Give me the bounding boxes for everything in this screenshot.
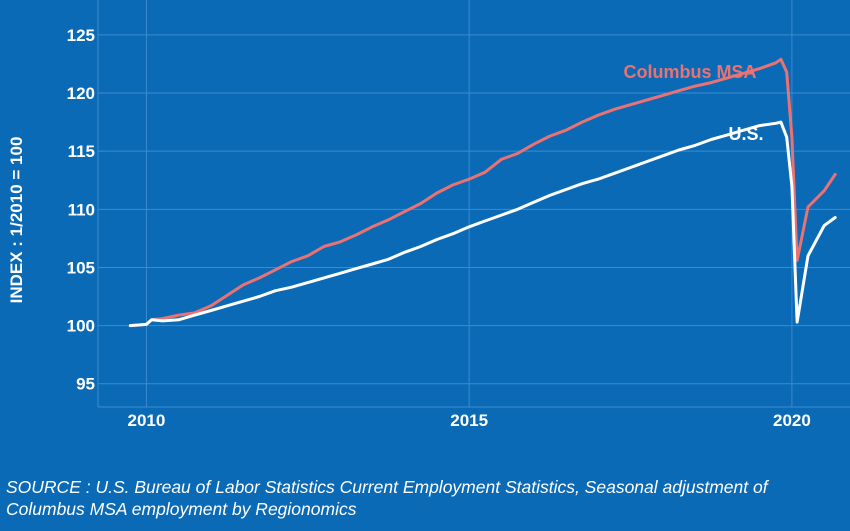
y-tick-label: 115: [68, 142, 95, 161]
x-tick-label: 2020: [773, 411, 811, 430]
series-line-columbus-msa: [128, 57, 837, 328]
gridlines: [97, 0, 850, 408]
source-note: SOURCE : U.S. Bureau of Labor Statistics…: [6, 477, 768, 519]
series-line-us: [128, 120, 837, 328]
x-tick-label: 2015: [450, 411, 488, 430]
series-label-us: U.S.: [728, 124, 763, 144]
x-tick-labels: 2010 2015 2020: [127, 411, 810, 430]
series-lines: [128, 57, 837, 328]
y-tick-label: 125: [67, 26, 95, 45]
y-tick-label: 105: [67, 258, 95, 277]
y-tick-label: 110: [68, 200, 95, 219]
y-axis-label: INDEX : 1/2010 = 100: [7, 137, 26, 304]
y-tick-label: 120: [67, 84, 95, 103]
x-tick-label: 2010: [127, 411, 165, 430]
series-label-columbus-msa: Columbus MSA: [624, 62, 757, 82]
y-tick-labels: 95 100 105 110 115 120 125: [67, 26, 95, 394]
y-tick-label: 95: [76, 375, 95, 394]
series-labels: Columbus MSA U.S.: [624, 62, 764, 144]
y-tick-label: 100: [67, 317, 95, 336]
